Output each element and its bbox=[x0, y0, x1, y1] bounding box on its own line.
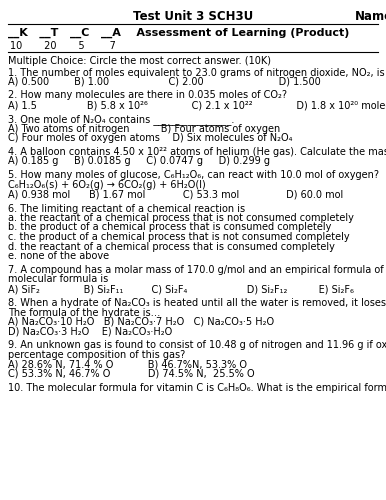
Text: A) 1.5                B) 5.8 x 10²⁶              C) 2.1 x 10²²              D) 1: A) 1.5 B) 5.8 x 10²⁶ C) 2.1 x 10²² D) 1 bbox=[8, 100, 386, 110]
Text: C₆H₁₂O₆(s) + 6O₂(g) → 6CO₂(g) + 6H₂O(l): C₆H₁₂O₆(s) + 6O₂(g) → 6CO₂(g) + 6H₂O(l) bbox=[8, 180, 206, 190]
Text: Multiple Choice: Circle the most correct answer. (10K): Multiple Choice: Circle the most correct… bbox=[8, 56, 271, 66]
Text: C) Four moles of oxygen atoms    D) Six molecules of N₂O₄: C) Four moles of oxygen atoms D) Six mol… bbox=[8, 133, 293, 143]
Text: A) 0.500        B) 1.00                   C) 2.00                        D) 1.50: A) 0.500 B) 1.00 C) 2.00 D) 1.50 bbox=[8, 76, 321, 86]
Text: b. the product of a chemical process that is consumed completely: b. the product of a chemical process tha… bbox=[8, 222, 331, 232]
Text: The formula of the hydrate is…: The formula of the hydrate is… bbox=[8, 308, 160, 318]
Text: A) Two atoms of nitrogen          B) Four atoms of oxygen: A) Two atoms of nitrogen B) Four atoms o… bbox=[8, 124, 280, 134]
Text: A) 0.185 g     B) 0.0185 g     C) 0.0747 g     D) 0.299 g: A) 0.185 g B) 0.0185 g C) 0.0747 g D) 0.… bbox=[8, 156, 270, 166]
Text: a. the reactant of a chemical process that is not consumed completely: a. the reactant of a chemical process th… bbox=[8, 213, 354, 223]
Text: A) 0.938 mol      B) 1.67 mol            C) 53.3 mol               D) 60.0 mol: A) 0.938 mol B) 1.67 mol C) 53.3 mol D) … bbox=[8, 190, 343, 200]
Text: 2. How many molecules are there in 0.035 moles of CO₂?: 2. How many molecules are there in 0.035… bbox=[8, 90, 287, 101]
Text: 10. The molecular formula for vitamin C is C₆H₈O₆. What is the empirical formula: 10. The molecular formula for vitamin C … bbox=[8, 383, 386, 393]
Text: A) 28.6% N, 71.4 % O           B) 46.7%N, 53.3% O: A) 28.6% N, 71.4 % O B) 46.7%N, 53.3% O bbox=[8, 360, 247, 370]
Text: 7. A compound has a molar mass of 170.0 g/mol and an empirical formula of SiF₂. : 7. A compound has a molar mass of 170.0 … bbox=[8, 265, 386, 275]
Text: __K   __T   __C   __A    Assessment of Learning (Product): __K __T __C __A Assessment of Learning (… bbox=[8, 28, 349, 38]
Text: 9. An unknown gas is found to consist of 10.48 g of nitrogen and 11.96 g if oxyg: 9. An unknown gas is found to consist of… bbox=[8, 340, 386, 350]
Text: 4. A balloon contains 4.50 x 10²² atoms of helium (He gas). Calculate the mass o: 4. A balloon contains 4.50 x 10²² atoms … bbox=[8, 147, 386, 157]
Text: 3. One mole of N₂O₄ contains ________________.: 3. One mole of N₂O₄ contains ___________… bbox=[8, 114, 234, 125]
Text: A) Na₂CO₃·10 H₂O   B) Na₂CO₃·7 H₂O   C) Na₂CO₃·5 H₂O: A) Na₂CO₃·10 H₂O B) Na₂CO₃·7 H₂O C) Na₂C… bbox=[8, 317, 274, 327]
Text: Test Unit 3 SCH3U: Test Unit 3 SCH3U bbox=[133, 10, 253, 23]
Text: D) Na₂CO₃·3 H₂O    E) Na₂CO₃·H₂O: D) Na₂CO₃·3 H₂O E) Na₂CO₃·H₂O bbox=[8, 326, 172, 336]
Text: d. the reactant of a chemical process that is consumed completely: d. the reactant of a chemical process th… bbox=[8, 242, 335, 252]
Text: 5. How many moles of glucose, C₆H₁₂O₆, can react with 10.0 mol of oxygen?: 5. How many moles of glucose, C₆H₁₂O₆, c… bbox=[8, 170, 379, 180]
Text: percentage composition of this gas?: percentage composition of this gas? bbox=[8, 350, 185, 360]
Text: 1. The number of moles equivalent to 23.0 grams of nitrogen dioxide, NO₂, is ___: 1. The number of moles equivalent to 23.… bbox=[8, 67, 386, 78]
Text: C) 53.3% N, 46.7% O            D) 74.5% N,  25.5% O: C) 53.3% N, 46.7% O D) 74.5% N, 25.5% O bbox=[8, 369, 255, 379]
Text: 8. When a hydrate of Na₂CO₃ is heated until all the water is removed, it loses 5: 8. When a hydrate of Na₂CO₃ is heated un… bbox=[8, 298, 386, 308]
Text: c. the product of a chemical process that is not consumed completely: c. the product of a chemical process tha… bbox=[8, 232, 350, 242]
Text: molecular formula is: molecular formula is bbox=[8, 274, 108, 284]
Text: 10       20       5        7: 10 20 5 7 bbox=[10, 41, 116, 51]
Text: e. none of the above: e. none of the above bbox=[8, 251, 109, 261]
Text: Name:: Name: bbox=[355, 10, 386, 23]
Text: A) SiF₂              B) Si₂F₁₁         C) Si₂F₄                   D) Si₂F₁₂     : A) SiF₂ B) Si₂F₁₁ C) Si₂F₄ D) Si₂F₁₂ bbox=[8, 284, 354, 294]
Text: 6. The limiting reactant of a chemical reaction is: 6. The limiting reactant of a chemical r… bbox=[8, 204, 245, 214]
